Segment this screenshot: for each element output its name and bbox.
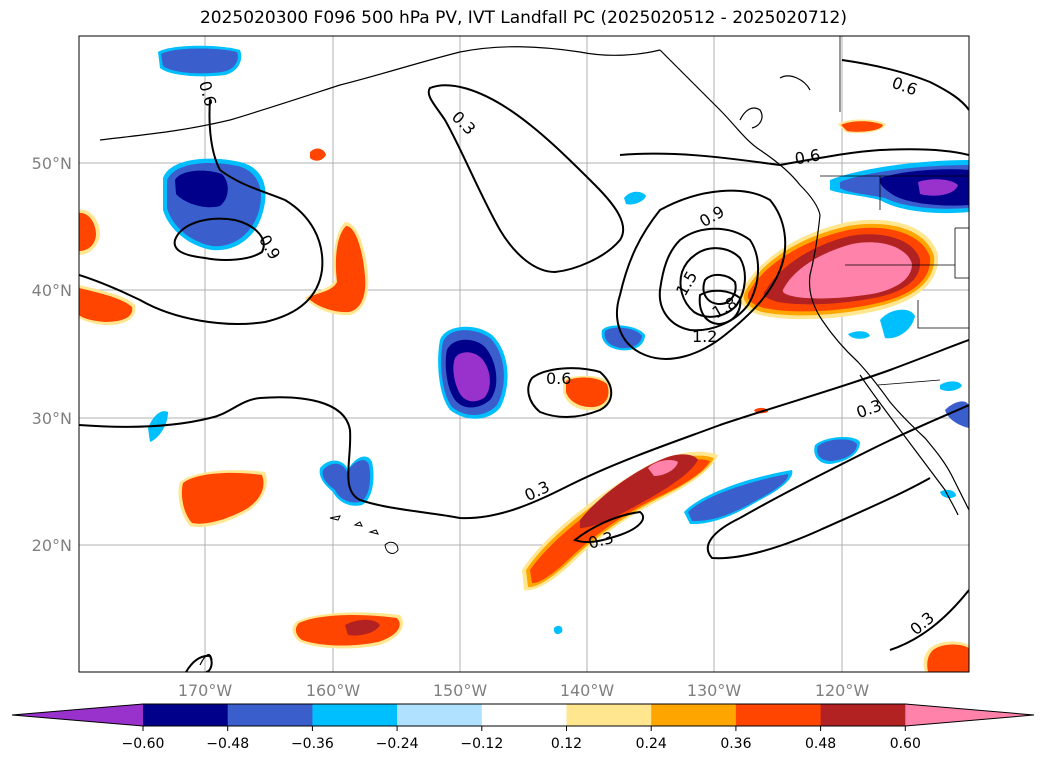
colorbar-extend-low <box>12 704 143 726</box>
colorbar-tick-label: 0.36 <box>720 736 751 752</box>
lat-label-40n: 40°N <box>32 281 72 300</box>
contour-line-0-6-east <box>619 148 969 167</box>
hawaii-islands <box>329 515 399 554</box>
colorbar-segment <box>820 704 906 726</box>
colorbar-segment <box>481 704 567 726</box>
map-title: 2025020300 F096 500 hPa PV, IVT Landfall… <box>199 8 847 28</box>
colorbar-tick-label: −0.36 <box>291 736 334 752</box>
lon-label-120w: 120°W <box>815 681 870 700</box>
colorbar-tick-label: −0.12 <box>460 736 503 752</box>
lon-label-130w: 130°W <box>687 681 742 700</box>
lat-label-30n: 30°N <box>32 409 72 428</box>
colorbar-tick-label: −0.48 <box>206 736 249 752</box>
lon-label-140w: 140°W <box>560 681 615 700</box>
colorbar-extend-high <box>905 704 1034 726</box>
contour-label: 1.2 <box>692 327 717 346</box>
colorbar-tick-label: −0.24 <box>376 736 419 752</box>
lon-label-170w: 170°W <box>178 681 233 700</box>
colorbar-segment <box>227 704 313 726</box>
colorbar-segment <box>566 704 652 726</box>
colorbar-ticks: −0.60 −0.48 −0.36 −0.24 −0.12 0.12 0.24 0.36 0.4… <box>122 726 921 752</box>
contour-line-0-9 <box>616 189 787 360</box>
coastline-north-america <box>808 214 969 511</box>
contour-line-0-6-central <box>527 367 613 418</box>
ivt-contours <box>79 59 969 672</box>
lat-label-20n: 20°N <box>32 536 72 555</box>
colorbar-tick-label: 0.12 <box>551 736 582 752</box>
lon-label-160w: 160°W <box>306 681 361 700</box>
latitude-labels: 50°N 40°N 30°N 20°N <box>32 154 72 555</box>
colorbar-tick-label: 0.60 <box>890 736 921 752</box>
coastline-alaska <box>99 46 661 141</box>
contour-line-0-3-north <box>427 84 625 274</box>
political-borders <box>820 36 969 386</box>
contour-label: 0.6 <box>793 145 821 168</box>
colorbar-segment <box>735 704 822 726</box>
contour-line-0-6-west <box>79 99 324 325</box>
coastlines <box>99 46 969 666</box>
contour-line-0-3-south <box>79 339 969 520</box>
lon-label-150w: 150°W <box>433 681 488 700</box>
colorbar-tick-label: 0.48 <box>805 736 836 752</box>
longitude-labels: 170°W 160°W 150°W 140°W 130°W 120°W <box>178 681 870 700</box>
contour-label: 0.6 <box>546 369 571 388</box>
colorbar-tick-label: 0.24 <box>636 736 667 752</box>
colorbar-segment <box>397 704 483 726</box>
colorbar-tick-label: −0.60 <box>122 736 165 752</box>
map-background <box>79 36 969 672</box>
colorbar-segments <box>11 703 1035 727</box>
colorbar-segment <box>312 704 398 726</box>
contour-line-0-3-east <box>739 404 969 519</box>
colorbar-outline <box>11 703 1035 727</box>
positive-pv-anomalies <box>79 119 969 672</box>
map-frame <box>78 35 970 673</box>
map-panel: 0.6 0.3 0.6 0.6 0.9 0.9 1.5 1.8 1.2 0.6 … <box>32 35 970 700</box>
colorbar-segment <box>651 704 737 726</box>
lat-label-50n: 50°N <box>32 154 72 173</box>
colorbar-segment <box>143 704 229 726</box>
